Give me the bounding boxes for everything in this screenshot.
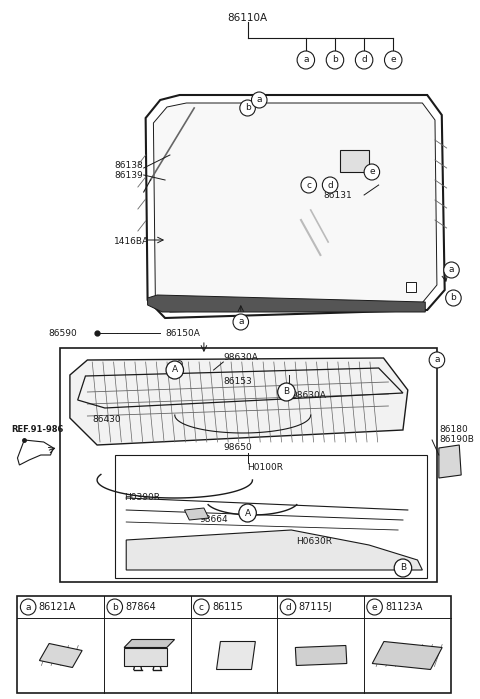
- Polygon shape: [145, 95, 444, 318]
- Text: 86430: 86430: [92, 415, 121, 424]
- Text: 1416BA: 1416BA: [114, 238, 149, 247]
- Circle shape: [301, 177, 316, 193]
- Circle shape: [252, 92, 267, 108]
- Circle shape: [240, 100, 255, 116]
- Polygon shape: [126, 530, 422, 570]
- Circle shape: [193, 599, 209, 615]
- Text: b: b: [245, 103, 251, 113]
- Text: 86115: 86115: [212, 602, 243, 612]
- Text: H0390R: H0390R: [124, 493, 160, 503]
- Text: b: b: [332, 55, 338, 64]
- Polygon shape: [70, 358, 408, 445]
- Circle shape: [326, 51, 344, 69]
- Text: e: e: [390, 55, 396, 64]
- Text: B: B: [400, 563, 406, 572]
- Bar: [60, 348, 437, 582]
- Polygon shape: [372, 642, 442, 670]
- Polygon shape: [184, 508, 209, 520]
- Text: b: b: [112, 603, 118, 612]
- Text: d: d: [361, 55, 367, 64]
- Text: 86121A: 86121A: [39, 602, 76, 612]
- Polygon shape: [124, 640, 175, 647]
- Circle shape: [429, 352, 444, 368]
- Polygon shape: [439, 445, 461, 478]
- Text: 86590: 86590: [48, 329, 77, 338]
- Circle shape: [278, 383, 295, 401]
- Text: H0630R: H0630R: [296, 538, 332, 547]
- Text: 87115J: 87115J: [299, 602, 333, 612]
- Circle shape: [323, 177, 338, 193]
- Text: 86139: 86139: [115, 171, 144, 180]
- Text: c: c: [306, 180, 311, 189]
- Circle shape: [444, 262, 459, 278]
- Circle shape: [355, 51, 373, 69]
- Polygon shape: [39, 644, 82, 668]
- Text: a: a: [238, 317, 243, 326]
- Circle shape: [384, 51, 402, 69]
- Text: b: b: [451, 294, 456, 303]
- Bar: [115, 455, 427, 578]
- Text: 86153: 86153: [223, 377, 252, 387]
- Bar: [340, 150, 369, 172]
- Polygon shape: [154, 103, 437, 312]
- Circle shape: [233, 314, 249, 330]
- Circle shape: [445, 290, 461, 306]
- Circle shape: [394, 559, 412, 577]
- Text: a: a: [25, 603, 31, 612]
- Text: H0100R: H0100R: [248, 463, 284, 473]
- Text: a: a: [449, 266, 454, 275]
- Text: c: c: [199, 603, 204, 612]
- Text: 86150A: 86150A: [165, 329, 200, 338]
- Circle shape: [20, 599, 36, 615]
- Bar: [17, 596, 451, 693]
- Text: a: a: [434, 356, 440, 364]
- Text: e: e: [372, 603, 377, 612]
- Text: 86110A: 86110A: [228, 13, 268, 23]
- Text: 98630A: 98630A: [291, 391, 326, 400]
- Text: a: a: [303, 55, 309, 64]
- Text: d: d: [285, 603, 291, 612]
- Text: 98630A: 98630A: [223, 354, 258, 363]
- Text: 81123A: 81123A: [385, 602, 423, 612]
- Circle shape: [364, 164, 380, 180]
- Polygon shape: [124, 647, 167, 665]
- Polygon shape: [295, 645, 347, 665]
- Bar: [406, 282, 416, 292]
- Text: 86180: 86180: [440, 426, 468, 435]
- Text: 98664: 98664: [199, 515, 228, 524]
- Polygon shape: [216, 642, 255, 670]
- Circle shape: [239, 504, 256, 522]
- Text: 86190B: 86190B: [440, 435, 475, 445]
- Circle shape: [280, 599, 296, 615]
- Text: 98650: 98650: [223, 443, 252, 452]
- Circle shape: [297, 51, 314, 69]
- Text: 86131: 86131: [324, 191, 352, 199]
- Polygon shape: [147, 295, 425, 312]
- Text: B: B: [283, 387, 289, 396]
- Circle shape: [367, 599, 383, 615]
- Text: 87864: 87864: [125, 602, 156, 612]
- Text: 86138: 86138: [115, 161, 144, 169]
- Text: e: e: [369, 168, 375, 177]
- Text: a: a: [256, 96, 262, 104]
- Text: REF.91-986: REF.91-986: [12, 426, 64, 435]
- Text: A: A: [244, 508, 251, 517]
- Circle shape: [107, 599, 122, 615]
- Circle shape: [166, 361, 183, 379]
- Text: A: A: [172, 366, 178, 375]
- Text: d: d: [327, 180, 333, 189]
